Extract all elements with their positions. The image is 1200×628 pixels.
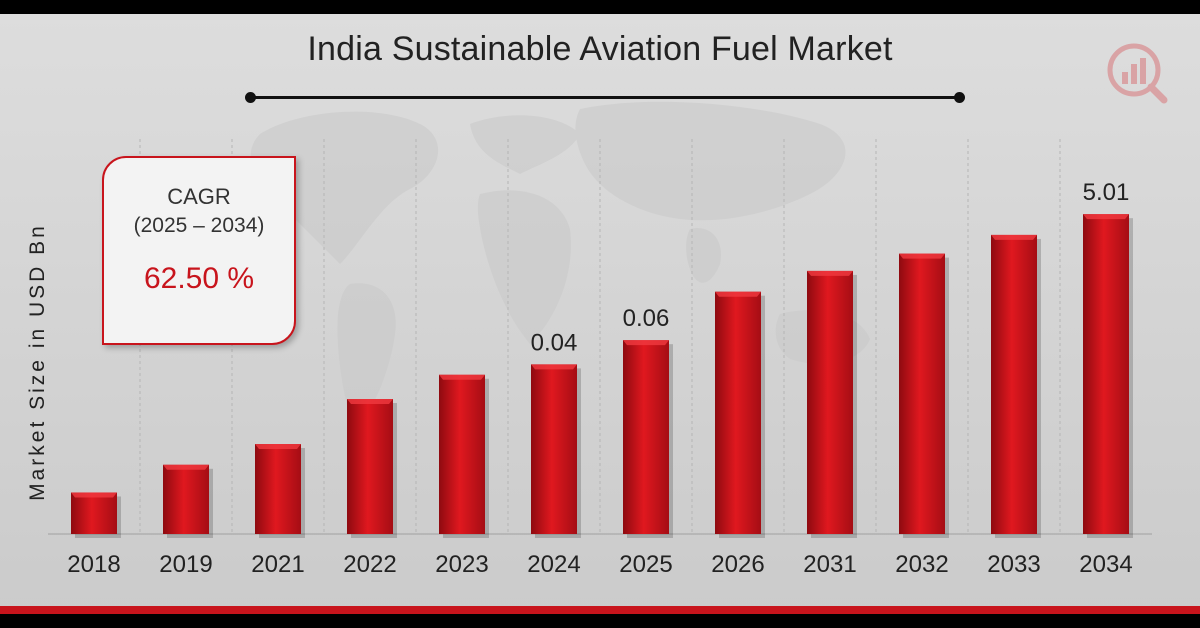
bar-2022 xyxy=(347,399,393,534)
bar-chart-plot: 0.04 0.06 5.01 2018 2019 2021 2022 2023 2024 202… xyxy=(48,139,1152,578)
mrfr-logo-icon xyxy=(1107,43,1168,104)
chart-title: India Sustainable Aviation Fuel Market xyxy=(307,30,893,68)
x-tick-label: 2021 xyxy=(251,551,304,578)
bar-top-bevel xyxy=(71,492,117,498)
bar-top-bevel xyxy=(439,374,485,380)
x-tick-label: 2023 xyxy=(435,551,488,578)
underline-right-dot xyxy=(954,92,965,103)
cagr-label: CAGR xyxy=(167,184,231,209)
x-tick-label: 2025 xyxy=(619,551,672,578)
bar-2024 xyxy=(531,364,577,534)
bar-2033 xyxy=(991,234,1037,534)
bar-2018 xyxy=(71,492,117,534)
x-tick-label: 2033 xyxy=(987,551,1040,578)
bar-2019 xyxy=(163,464,209,534)
x-tick-label: 2018 xyxy=(67,551,120,578)
bar-top-bevel xyxy=(623,340,669,346)
cagr-value: 62.50 % xyxy=(143,262,255,295)
bar-2021 xyxy=(255,444,301,534)
cagr-callout: CAGR (2025 – 2034) 62.50 % xyxy=(102,156,296,345)
underline-left-dot xyxy=(245,92,256,103)
bar-top-bevel xyxy=(163,464,209,470)
x-tick-label: 2026 xyxy=(711,551,764,578)
bars xyxy=(71,214,1133,538)
grid-lines xyxy=(48,139,1152,535)
bar-top-bevel xyxy=(1083,214,1129,220)
data-labels: 0.04 0.06 5.01 xyxy=(531,179,1130,356)
bar-top-bevel xyxy=(991,234,1037,240)
cagr-period: (2025 – 2034) xyxy=(133,214,265,237)
bar-2025 xyxy=(623,340,669,534)
bar-top-bevel xyxy=(255,444,301,449)
bar-2034 xyxy=(1083,214,1129,534)
data-label: 5.01 xyxy=(1083,179,1130,206)
x-tick-label: 2019 xyxy=(159,551,212,578)
x-axis-ticks: 2018 2019 2021 2022 2023 2024 2025 2026 2031 2032… xyxy=(67,551,1132,578)
bottom-accent-bar xyxy=(0,606,1200,614)
x-tick-label: 2022 xyxy=(343,551,396,578)
x-tick-label: 2031 xyxy=(803,551,856,578)
chart-frame: India Sustainable Aviation Fuel Market M… xyxy=(0,14,1200,614)
bar-2023 xyxy=(439,374,485,534)
bar-2026 xyxy=(715,291,761,534)
bar-top-bevel xyxy=(807,270,853,276)
bar-2032 xyxy=(899,253,945,534)
title-underline xyxy=(245,92,965,103)
bar-2031 xyxy=(807,270,853,534)
bar-top-bevel xyxy=(347,399,393,404)
x-tick-label: 2034 xyxy=(1079,551,1132,578)
bar-top-bevel xyxy=(531,364,577,370)
x-tick-label: 2032 xyxy=(895,551,948,578)
bar-top-bevel xyxy=(899,253,945,259)
data-label: 0.04 xyxy=(531,329,578,356)
world-map-background xyxy=(250,101,870,434)
data-label: 0.06 xyxy=(623,305,670,332)
bar-top-bevel xyxy=(715,291,761,297)
x-tick-label: 2024 xyxy=(527,551,580,578)
